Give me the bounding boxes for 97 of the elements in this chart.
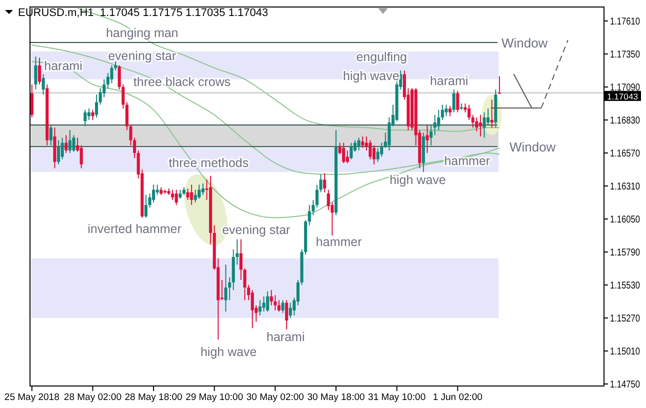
candlestick	[323, 172, 326, 193]
annotation: hammer	[444, 154, 490, 168]
candlestick	[110, 64, 114, 84]
candlestick	[84, 109, 87, 127]
candlestick	[372, 144, 376, 165]
y-tick-label: 1.14750	[610, 379, 646, 390]
x-tick-label: 28 May 02:00	[64, 392, 122, 403]
candlestick	[281, 300, 284, 314]
candlestick	[95, 94, 98, 118]
y-tick-label: 1.15790	[610, 247, 646, 258]
annotation: high wave	[200, 345, 257, 359]
annotation: inverted hammer	[88, 222, 182, 236]
candlestick	[56, 140, 60, 165]
candlestick	[444, 104, 448, 117]
candlestick	[482, 112, 486, 138]
candlestick	[471, 114, 474, 128]
candlestick	[266, 290, 270, 312]
candlestick	[498, 76, 501, 94]
candlestick	[357, 137, 360, 151]
x-tick-label: 30 May 18:00	[307, 392, 365, 403]
x-tick-label: 30 May 02:00	[246, 392, 304, 403]
y-tick-label: 1.17610	[610, 16, 646, 28]
candlestick	[250, 290, 254, 329]
candlestick	[426, 124, 429, 154]
candlestick	[368, 140, 372, 160]
candlestick	[224, 264, 228, 312]
y-tick-label: 1.17350	[610, 49, 646, 60]
x-tick-label: 25 May 2018	[4, 392, 60, 403]
annotation: harami	[266, 330, 305, 344]
x-tick-label: 28 May 18:00	[124, 392, 182, 403]
candlestick	[452, 89, 456, 113]
y-tick-label: 1.16310	[610, 181, 646, 192]
candlestick	[376, 147, 380, 162]
candlestick	[262, 296, 266, 312]
candlestick	[388, 116, 391, 151]
candlestick	[430, 124, 433, 146]
annotation: evening star	[108, 49, 176, 63]
candlestick	[239, 238, 242, 280]
annotation: high wave	[343, 69, 400, 83]
candlestick	[319, 174, 322, 193]
candlestick	[277, 300, 281, 312]
candlestick	[346, 150, 349, 164]
candlestick	[243, 268, 246, 301]
candlestick	[258, 300, 262, 316]
candlestick	[350, 142, 353, 160]
candlestick	[486, 108, 490, 126]
y-tick-label: 1.15530	[610, 280, 646, 292]
candlestick	[456, 90, 460, 113]
candlestick	[186, 188, 190, 200]
candlestick	[433, 114, 436, 136]
x-tick-label: 31 May 10:00	[368, 392, 426, 403]
candlestick	[68, 130, 72, 154]
candlestick	[80, 144, 83, 169]
candlestick	[342, 142, 346, 164]
candlestick	[198, 184, 201, 200]
candlestick	[468, 104, 471, 120]
ref-line-label: Window	[509, 140, 556, 155]
candlestick	[437, 109, 440, 131]
annotation: engulfing	[356, 50, 408, 64]
ref-line-label: 1.17043	[607, 91, 638, 102]
ref-line-label: Window	[501, 36, 548, 51]
candlestick	[201, 182, 204, 196]
candlestick	[38, 57, 42, 85]
candlestick	[448, 106, 452, 117]
y-tick-label: 1.15010	[610, 346, 646, 358]
y-tick-label: 1.17090	[610, 82, 646, 94]
candlestick	[285, 300, 288, 330]
candlestick	[475, 116, 478, 132]
annotation: three black crows	[133, 75, 231, 89]
candlestick	[361, 136, 364, 148]
candlestick	[30, 84, 34, 118]
candlestick	[490, 99, 494, 128]
candlestick	[174, 189, 178, 206]
candlestick	[34, 56, 38, 90]
y-tick-label: 1.16830	[610, 115, 646, 126]
candlestick	[440, 104, 444, 120]
candlestick	[64, 134, 68, 154]
candlestick	[171, 189, 174, 200]
y-tick-label: 1.15270	[610, 313, 646, 324]
x-tick-label: 29 May 10:00	[186, 392, 244, 403]
candlestick	[42, 74, 45, 96]
candlestick	[91, 109, 94, 120]
candlestick	[87, 108, 90, 120]
candlestick	[478, 114, 482, 137]
candlestick	[190, 184, 194, 206]
y-tick-label: 1.16570	[610, 148, 646, 160]
candlestick	[152, 184, 156, 203]
y-tick-label: 1.16050	[610, 214, 646, 226]
candlestick	[144, 194, 148, 218]
annotation: harami	[430, 74, 468, 88]
annotation: high wave	[390, 173, 446, 187]
annotation: evening star	[222, 223, 290, 237]
x-tick-label: 1 Jun 02:00	[432, 392, 482, 403]
candlestick	[60, 137, 64, 160]
candlestick	[49, 124, 52, 146]
annotation: hammer	[316, 235, 362, 249]
candlestick	[315, 184, 319, 208]
